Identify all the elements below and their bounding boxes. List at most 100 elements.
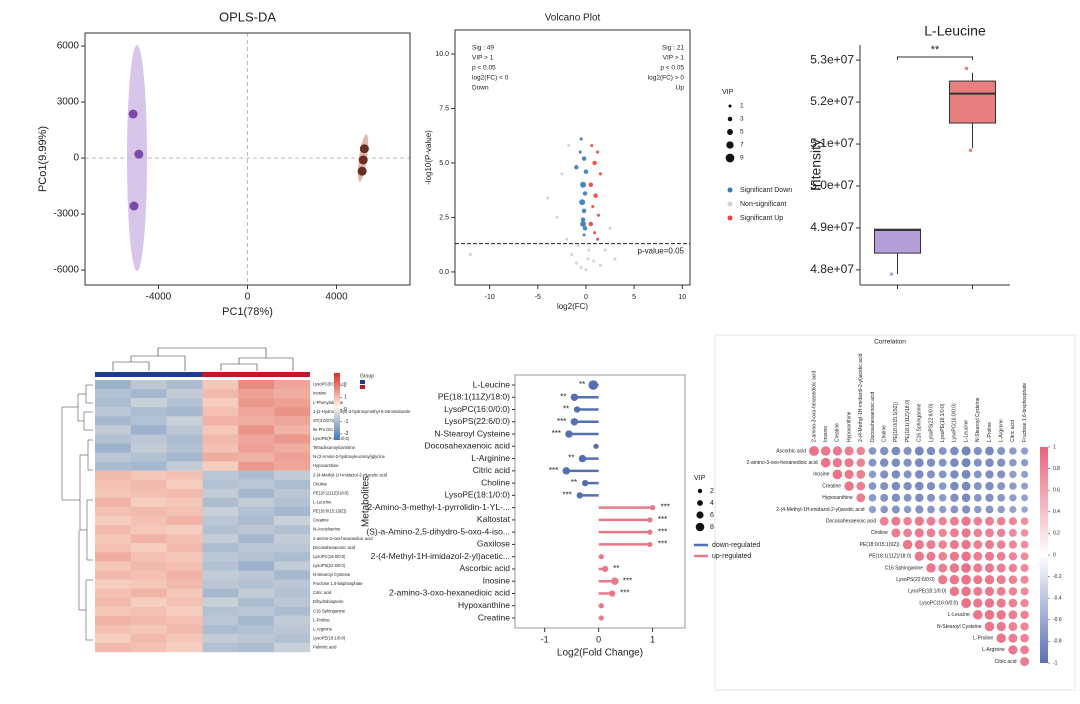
correlation-circle <box>996 458 1006 468</box>
heatmap-cell <box>274 443 311 453</box>
heatmap-cell <box>95 642 132 653</box>
heatmap-cell <box>166 425 203 435</box>
heatmap-cell <box>130 479 167 489</box>
heatmap-cell <box>202 506 239 517</box>
row-label: ST(3:0/2:0) <box>313 418 335 423</box>
dot <box>647 541 653 548</box>
legend-label: down-regulated <box>712 542 760 549</box>
annotation: VIP > 1 <box>472 55 494 62</box>
x-axis-label: Log2(Fold Change) <box>557 648 643 659</box>
size-legend-mark <box>727 129 733 135</box>
y-tick-label: 5.3e+07 <box>810 52 854 66</box>
correlation-circle <box>984 609 995 621</box>
correlation-circle <box>996 598 1007 609</box>
heatmap-cell <box>95 470 132 480</box>
significance-label: *** <box>623 576 632 585</box>
row-label: PE(18:0/15:1(9Z)) <box>860 542 900 548</box>
correlation-circle <box>996 621 1007 632</box>
correlation-circle <box>996 481 1006 491</box>
heatmap-cell <box>166 525 203 535</box>
correlation-circle <box>984 493 995 503</box>
heatmap-cell <box>202 561 239 571</box>
y-tick-label: -6000 <box>53 265 79 276</box>
heatmap-cell <box>238 597 275 607</box>
point <box>579 199 586 206</box>
heatmap-cell <box>274 516 311 526</box>
correlation-circle <box>832 469 843 480</box>
correlation-circle <box>996 446 1006 456</box>
row-label: Docosahexaenoic acid <box>313 545 356 550</box>
size-legend-mark <box>697 488 703 494</box>
correlation-circle <box>856 481 866 491</box>
heatmap-cell <box>130 380 167 390</box>
y-tick-label: LysoPS(22:6/0:0) <box>445 416 511 426</box>
significance-label: ** <box>563 405 569 414</box>
colorbar <box>334 373 340 440</box>
row-dendrogram <box>61 384 93 641</box>
row-label: C16 Sphinganine <box>885 565 924 571</box>
heatmap-cell <box>202 597 239 607</box>
heatmap-cell <box>95 615 132 625</box>
legend-label: Non-significant <box>740 201 786 208</box>
heatmap-cell <box>202 534 239 544</box>
heatmap-cell <box>202 488 239 499</box>
dot <box>588 380 599 390</box>
correlation-circle <box>1008 563 1018 573</box>
plot-frame <box>514 374 686 629</box>
heatmap-cell <box>130 615 167 625</box>
correlation-circle <box>949 574 960 585</box>
point <box>598 172 602 176</box>
heatmap-cell <box>274 407 311 417</box>
y-tick-label: LysoPC(16:0/0:0) <box>444 404 510 414</box>
correlation-circle <box>1020 493 1029 502</box>
correlation-circle <box>903 493 912 503</box>
heatmap-cell <box>166 389 203 399</box>
correlation-circle <box>1008 540 1018 550</box>
x-tick-label: 0 <box>596 634 601 644</box>
heatmap-cell <box>202 416 239 426</box>
point <box>603 248 607 252</box>
correlation-circle <box>996 551 1006 562</box>
correlation-circle <box>949 562 960 574</box>
y-tick-label: 4.8e+07 <box>810 262 854 276</box>
heatmap-cell <box>274 606 311 616</box>
correlation-circle <box>1008 493 1017 502</box>
point <box>129 201 139 211</box>
heatmap-cell <box>202 624 239 635</box>
chart-title: Volcano Plot <box>545 13 601 24</box>
correlation-circle <box>1020 516 1029 526</box>
correlation-circle <box>879 516 889 526</box>
correlation-circle <box>960 551 972 562</box>
heatmap-cell <box>166 552 203 562</box>
row-label: LysoPE(P-18:1/0:0) <box>313 436 350 441</box>
correlation-circle <box>1019 633 1030 643</box>
heatmap-cell <box>95 597 132 607</box>
column-label: Citric acid <box>1010 420 1016 442</box>
size-legend-label: 3 <box>740 116 744 123</box>
correlation-circle <box>984 469 995 479</box>
correlation-circle <box>926 446 936 456</box>
row-label: LysoPC(16:0/0:0) <box>919 600 958 606</box>
correlation-circle <box>868 481 877 491</box>
heatmap-cell <box>238 443 275 453</box>
significance-label: ** <box>579 380 585 389</box>
heatmap-cell <box>238 516 275 526</box>
correlation-circle <box>996 633 1007 644</box>
correlation-circle <box>1008 621 1018 632</box>
heatmap-cell <box>274 552 311 562</box>
significance-label: *** <box>661 503 670 512</box>
correlation-circle <box>949 528 960 538</box>
heatmap-cell <box>166 497 203 508</box>
correlation-circle <box>903 505 912 514</box>
significance-label: *** <box>562 490 571 499</box>
heatmap-cell <box>166 488 203 499</box>
heatmap-cell <box>238 380 275 390</box>
dot <box>611 577 619 585</box>
heatmap-cell <box>274 588 311 598</box>
sample-point <box>964 66 969 71</box>
colorbar-tick-label: -1 <box>344 419 349 425</box>
heatmap-cell <box>166 642 203 653</box>
correlation-circle <box>961 481 971 491</box>
correlation-circle <box>1008 446 1018 456</box>
correlation-circle <box>949 493 959 503</box>
